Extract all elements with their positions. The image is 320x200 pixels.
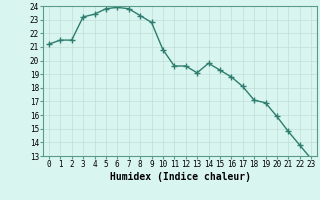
X-axis label: Humidex (Indice chaleur): Humidex (Indice chaleur) [109,172,251,182]
